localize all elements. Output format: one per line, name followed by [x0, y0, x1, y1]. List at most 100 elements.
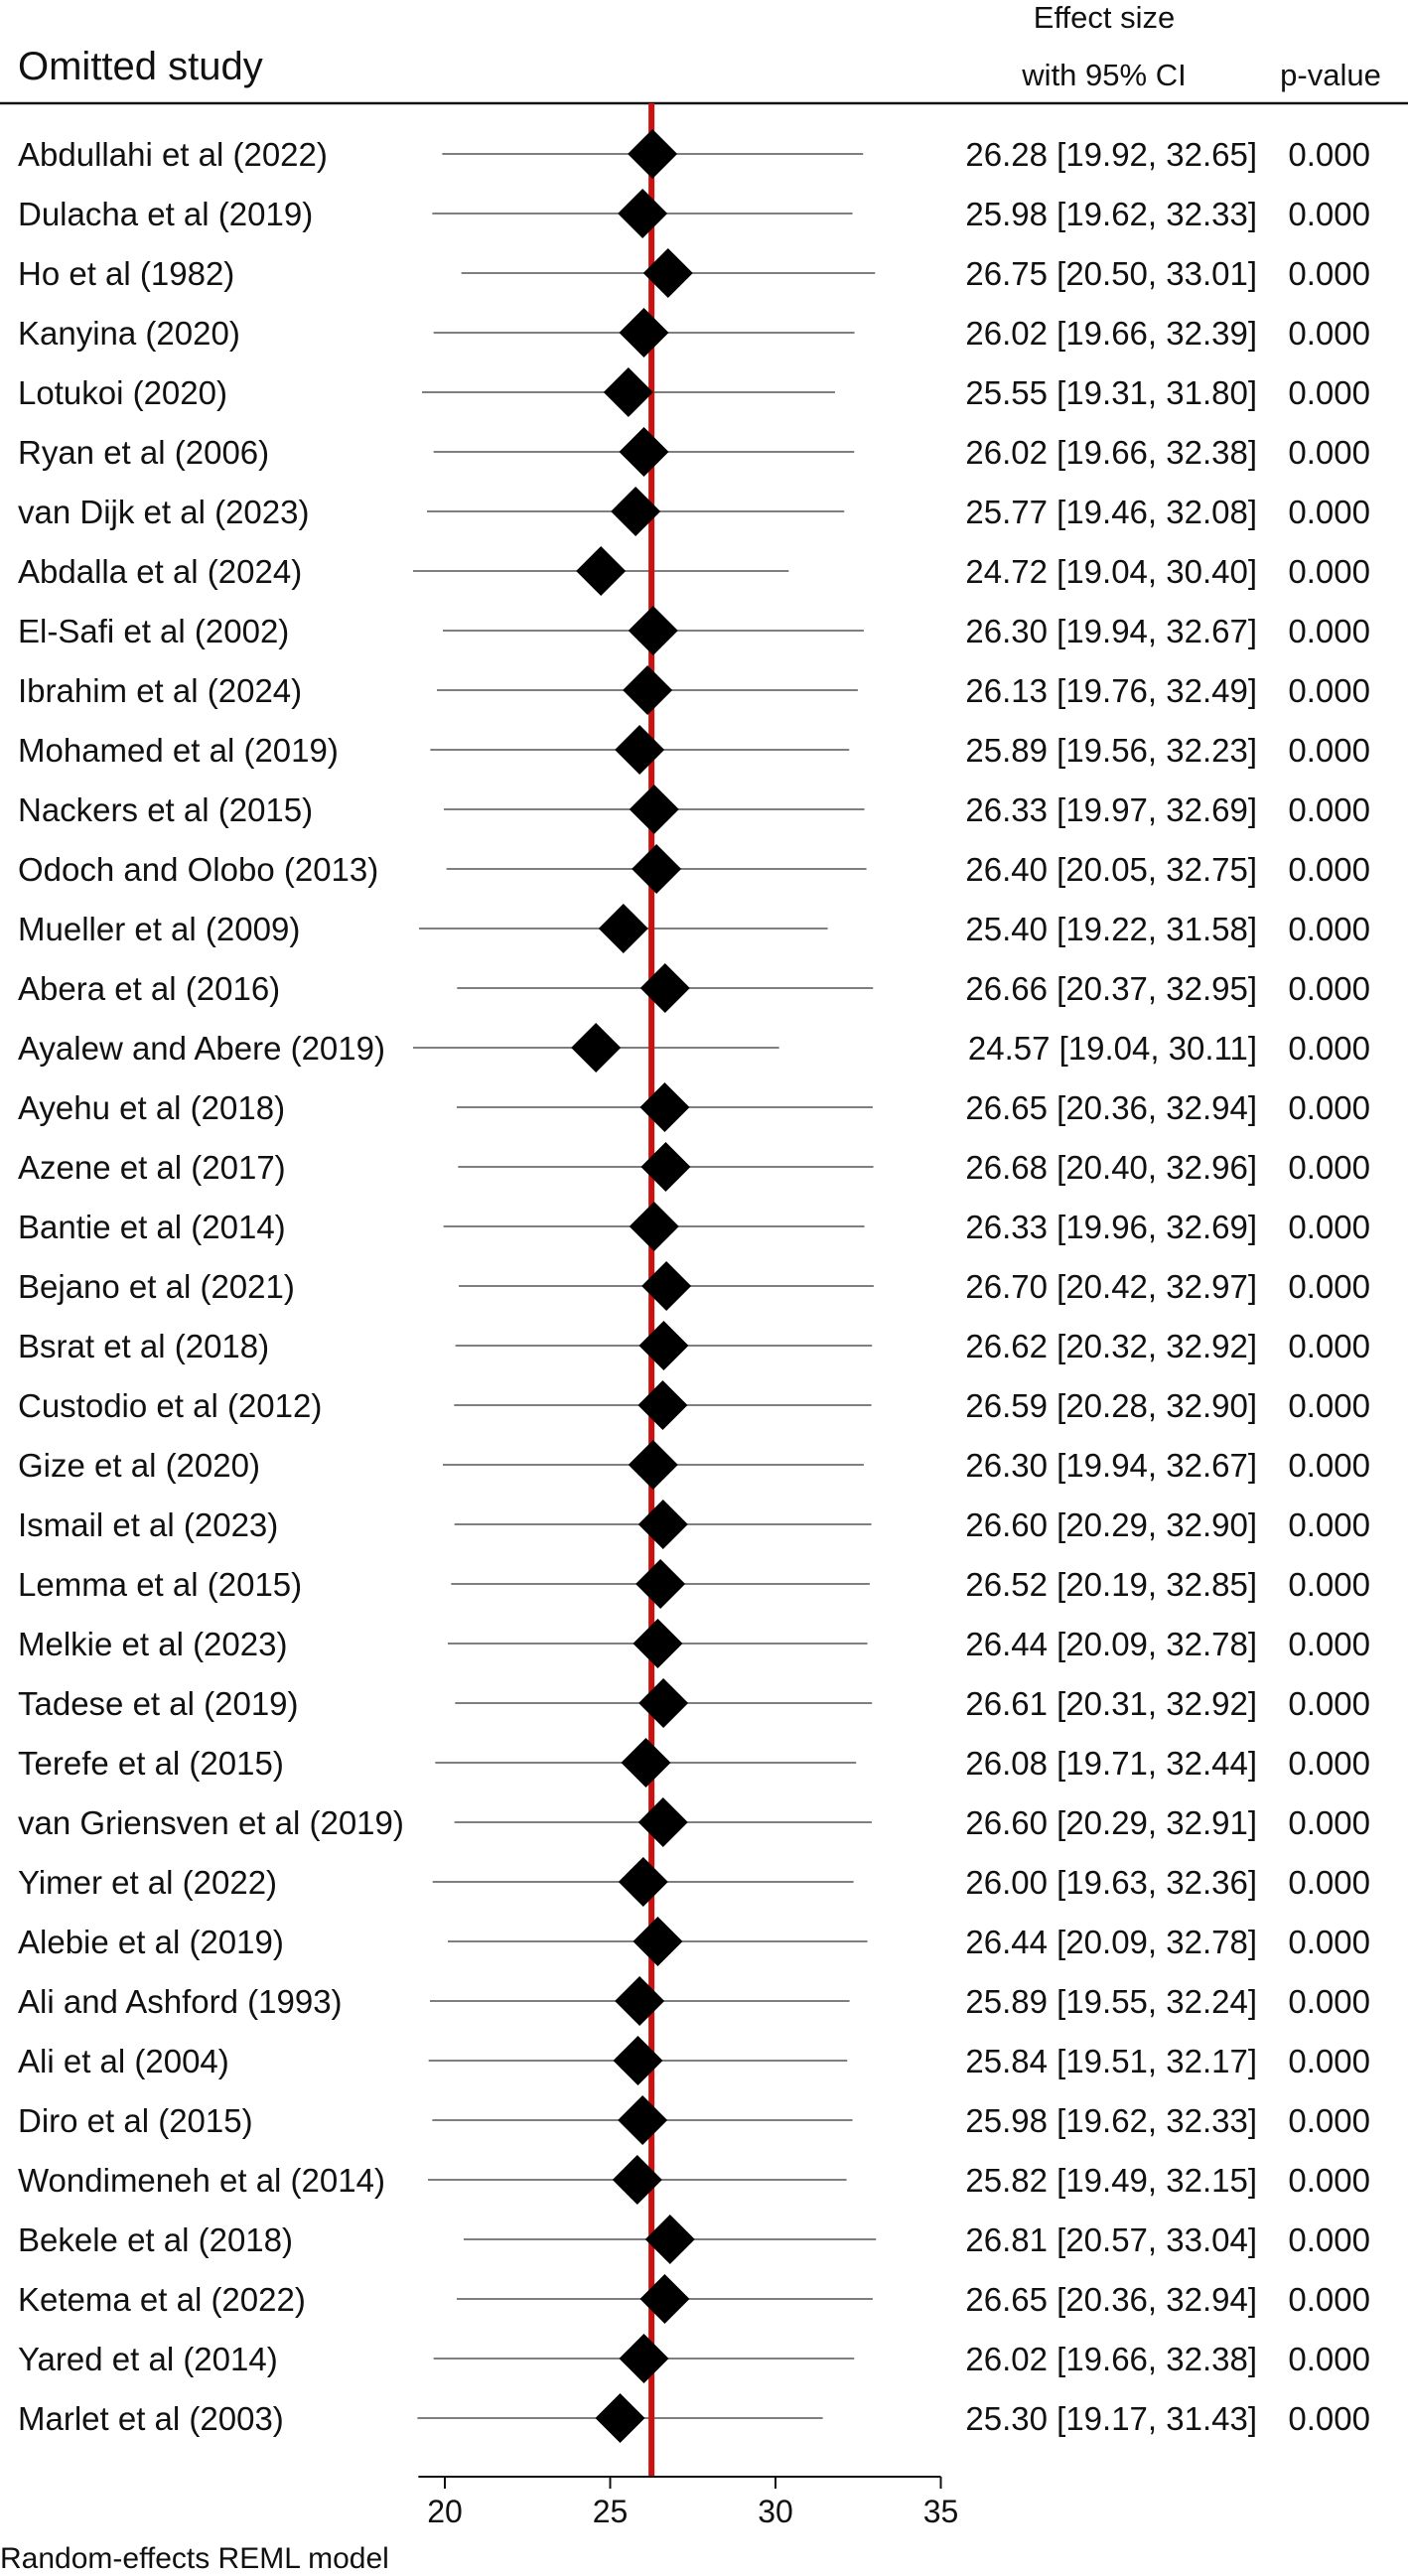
ci-text: 26.08 [19.71, 32.44]: [965, 1745, 1257, 1782]
ci-text: 26.02 [19.66, 32.39]: [965, 315, 1257, 352]
study-label: Custodio et al (2012): [18, 1387, 322, 1424]
ci-text: 26.00 [19.63, 32.36]: [965, 1864, 1257, 1901]
p-value: 0.000: [1288, 1030, 1370, 1067]
ci-text: 26.62 [20.32, 32.92]: [965, 1328, 1257, 1364]
effect-marker: [618, 1857, 668, 1907]
study-label: van Griensven et al (2019): [18, 1804, 404, 1841]
effect-marker: [619, 427, 669, 477]
study-label: Wondimeneh et al (2014): [18, 2162, 385, 2199]
effect-marker: [615, 1976, 665, 2026]
effect-marker: [629, 785, 679, 834]
effect-marker: [621, 1738, 671, 1788]
p-value: 0.000: [1288, 732, 1370, 769]
p-value: 0.000: [1288, 553, 1370, 590]
ci-text: 26.02 [19.66, 32.38]: [965, 434, 1257, 471]
effect-marker: [618, 2095, 668, 2145]
study-label: Kanyina (2020): [18, 315, 240, 352]
ci-text: 26.30 [19.94, 32.67]: [965, 613, 1257, 649]
p-value: 0.000: [1288, 374, 1370, 411]
p-value: 0.000: [1288, 1685, 1370, 1722]
p-value: 0.000: [1288, 1506, 1370, 1543]
study-label: van Dijk et al (2023): [18, 494, 309, 530]
header-study: Omitted study: [18, 45, 263, 88]
ci-text: 26.70 [20.42, 32.97]: [965, 1268, 1257, 1305]
effect-marker: [641, 1261, 692, 1311]
ci-text: 26.40 [20.05, 32.75]: [965, 851, 1257, 888]
study-label: El-Safi et al (2002): [18, 613, 289, 649]
ci-text: 25.40 [19.22, 31.58]: [965, 911, 1257, 947]
ci-text: 25.82 [19.49, 32.15]: [965, 2162, 1257, 2199]
p-value: 0.000: [1288, 2400, 1370, 2437]
ci-text: 26.44 [20.09, 32.78]: [965, 1924, 1257, 1960]
ci-text: 26.30 [19.94, 32.67]: [965, 1447, 1257, 1484]
study-label: Marlet et al (2003): [18, 2400, 284, 2437]
ci-text: 26.13 [19.76, 32.49]: [965, 672, 1257, 709]
effect-marker: [637, 1500, 688, 1549]
study-label: Diro et al (2015): [18, 2102, 253, 2139]
effect-marker: [638, 1321, 689, 1370]
p-value: 0.000: [1288, 2221, 1370, 2258]
p-value: 0.000: [1288, 1149, 1370, 1186]
effect-marker: [642, 248, 693, 298]
p-value: 0.000: [1288, 494, 1370, 530]
p-value: 0.000: [1288, 2043, 1370, 2079]
ci-text: 24.72 [19.04, 30.40]: [965, 553, 1257, 590]
ci-text: 26.66 [20.37, 32.95]: [965, 970, 1257, 1007]
effect-marker: [603, 367, 653, 417]
study-label: Ketema et al (2022): [18, 2281, 306, 2318]
study-label: Dulacha et al (2019): [18, 196, 313, 232]
study-label: Ayalew and Abere (2019): [18, 1030, 385, 1067]
p-value: 0.000: [1288, 2162, 1370, 2199]
effect-marker: [638, 1678, 689, 1728]
effect-marker: [632, 844, 682, 894]
effect-marker: [612, 2155, 662, 2205]
p-value: 0.000: [1288, 1745, 1370, 1782]
effect-marker: [628, 606, 678, 655]
effect-marker: [618, 189, 668, 238]
study-label: Ho et al (1982): [18, 255, 234, 292]
effect-marker: [619, 2334, 669, 2383]
header-ci: with 95% CI: [1021, 58, 1186, 92]
p-value: 0.000: [1288, 1268, 1370, 1305]
effect-marker: [628, 129, 678, 179]
study-label: Bantie et al (2014): [18, 1209, 286, 1245]
p-value: 0.000: [1288, 1566, 1370, 1603]
ci-text: 24.57 [19.04, 30.11]: [968, 1030, 1257, 1067]
study-labels: Abdullahi et al (2022) Dulacha et al (201…: [18, 136, 404, 2437]
ci-text: 26.65 [20.36, 32.94]: [965, 1089, 1257, 1126]
p-value: 0.000: [1288, 791, 1370, 828]
effect-marker: [637, 1797, 688, 1847]
effect-marker: [639, 1082, 690, 1132]
p-value: 0.000: [1288, 613, 1370, 649]
p-value: 0.000: [1288, 1089, 1370, 1126]
study-label: Yimer et al (2022): [18, 1864, 277, 1901]
ci-text: 26.28 [19.92, 32.65]: [965, 136, 1257, 173]
ci-text: 26.59 [20.28, 32.90]: [965, 1387, 1257, 1424]
ci-text: 26.33 [19.96, 32.69]: [965, 1209, 1257, 1245]
p-value: 0.000: [1288, 1447, 1370, 1484]
effect-marker: [571, 1023, 622, 1073]
p-value: 0.000: [1288, 1626, 1370, 1662]
ci-text: 26.02 [19.66, 32.38]: [965, 2341, 1257, 2377]
study-label: Abera et al (2016): [18, 970, 280, 1007]
effect-markers: [571, 129, 695, 2443]
effect-marker: [629, 1202, 679, 1251]
ci-text: 25.84 [19.51, 32.17]: [965, 2043, 1257, 2079]
study-label: Nackers et al (2015): [18, 791, 313, 828]
ci-text: 26.75 [20.50, 33.01]: [965, 255, 1257, 292]
ci-texts: 26.28 [19.92, 32.65] 25.98 [19.62, 32.33]…: [965, 136, 1257, 2437]
study-label: Mueller et al (2009): [18, 911, 300, 947]
ci-text: 25.30 [19.17, 31.43]: [965, 2400, 1257, 2437]
ci-text: 26.68 [20.40, 32.96]: [965, 1149, 1257, 1186]
study-label: Abdullahi et al (2022): [18, 136, 328, 173]
ci-text: 26.33 [19.97, 32.69]: [965, 791, 1257, 828]
study-label: Azene et al (2017): [18, 1149, 286, 1186]
ci-text: 26.52 [20.19, 32.85]: [965, 1566, 1257, 1603]
p-value: 0.000: [1288, 136, 1370, 173]
p-value: 0.000: [1288, 851, 1370, 888]
effect-marker: [613, 2036, 663, 2085]
x-tick-label: 20: [427, 2494, 463, 2529]
p-value: 0.000: [1288, 1804, 1370, 1841]
ci-text: 25.89 [19.56, 32.23]: [965, 732, 1257, 769]
study-label: Ismail et al (2023): [18, 1506, 278, 1543]
